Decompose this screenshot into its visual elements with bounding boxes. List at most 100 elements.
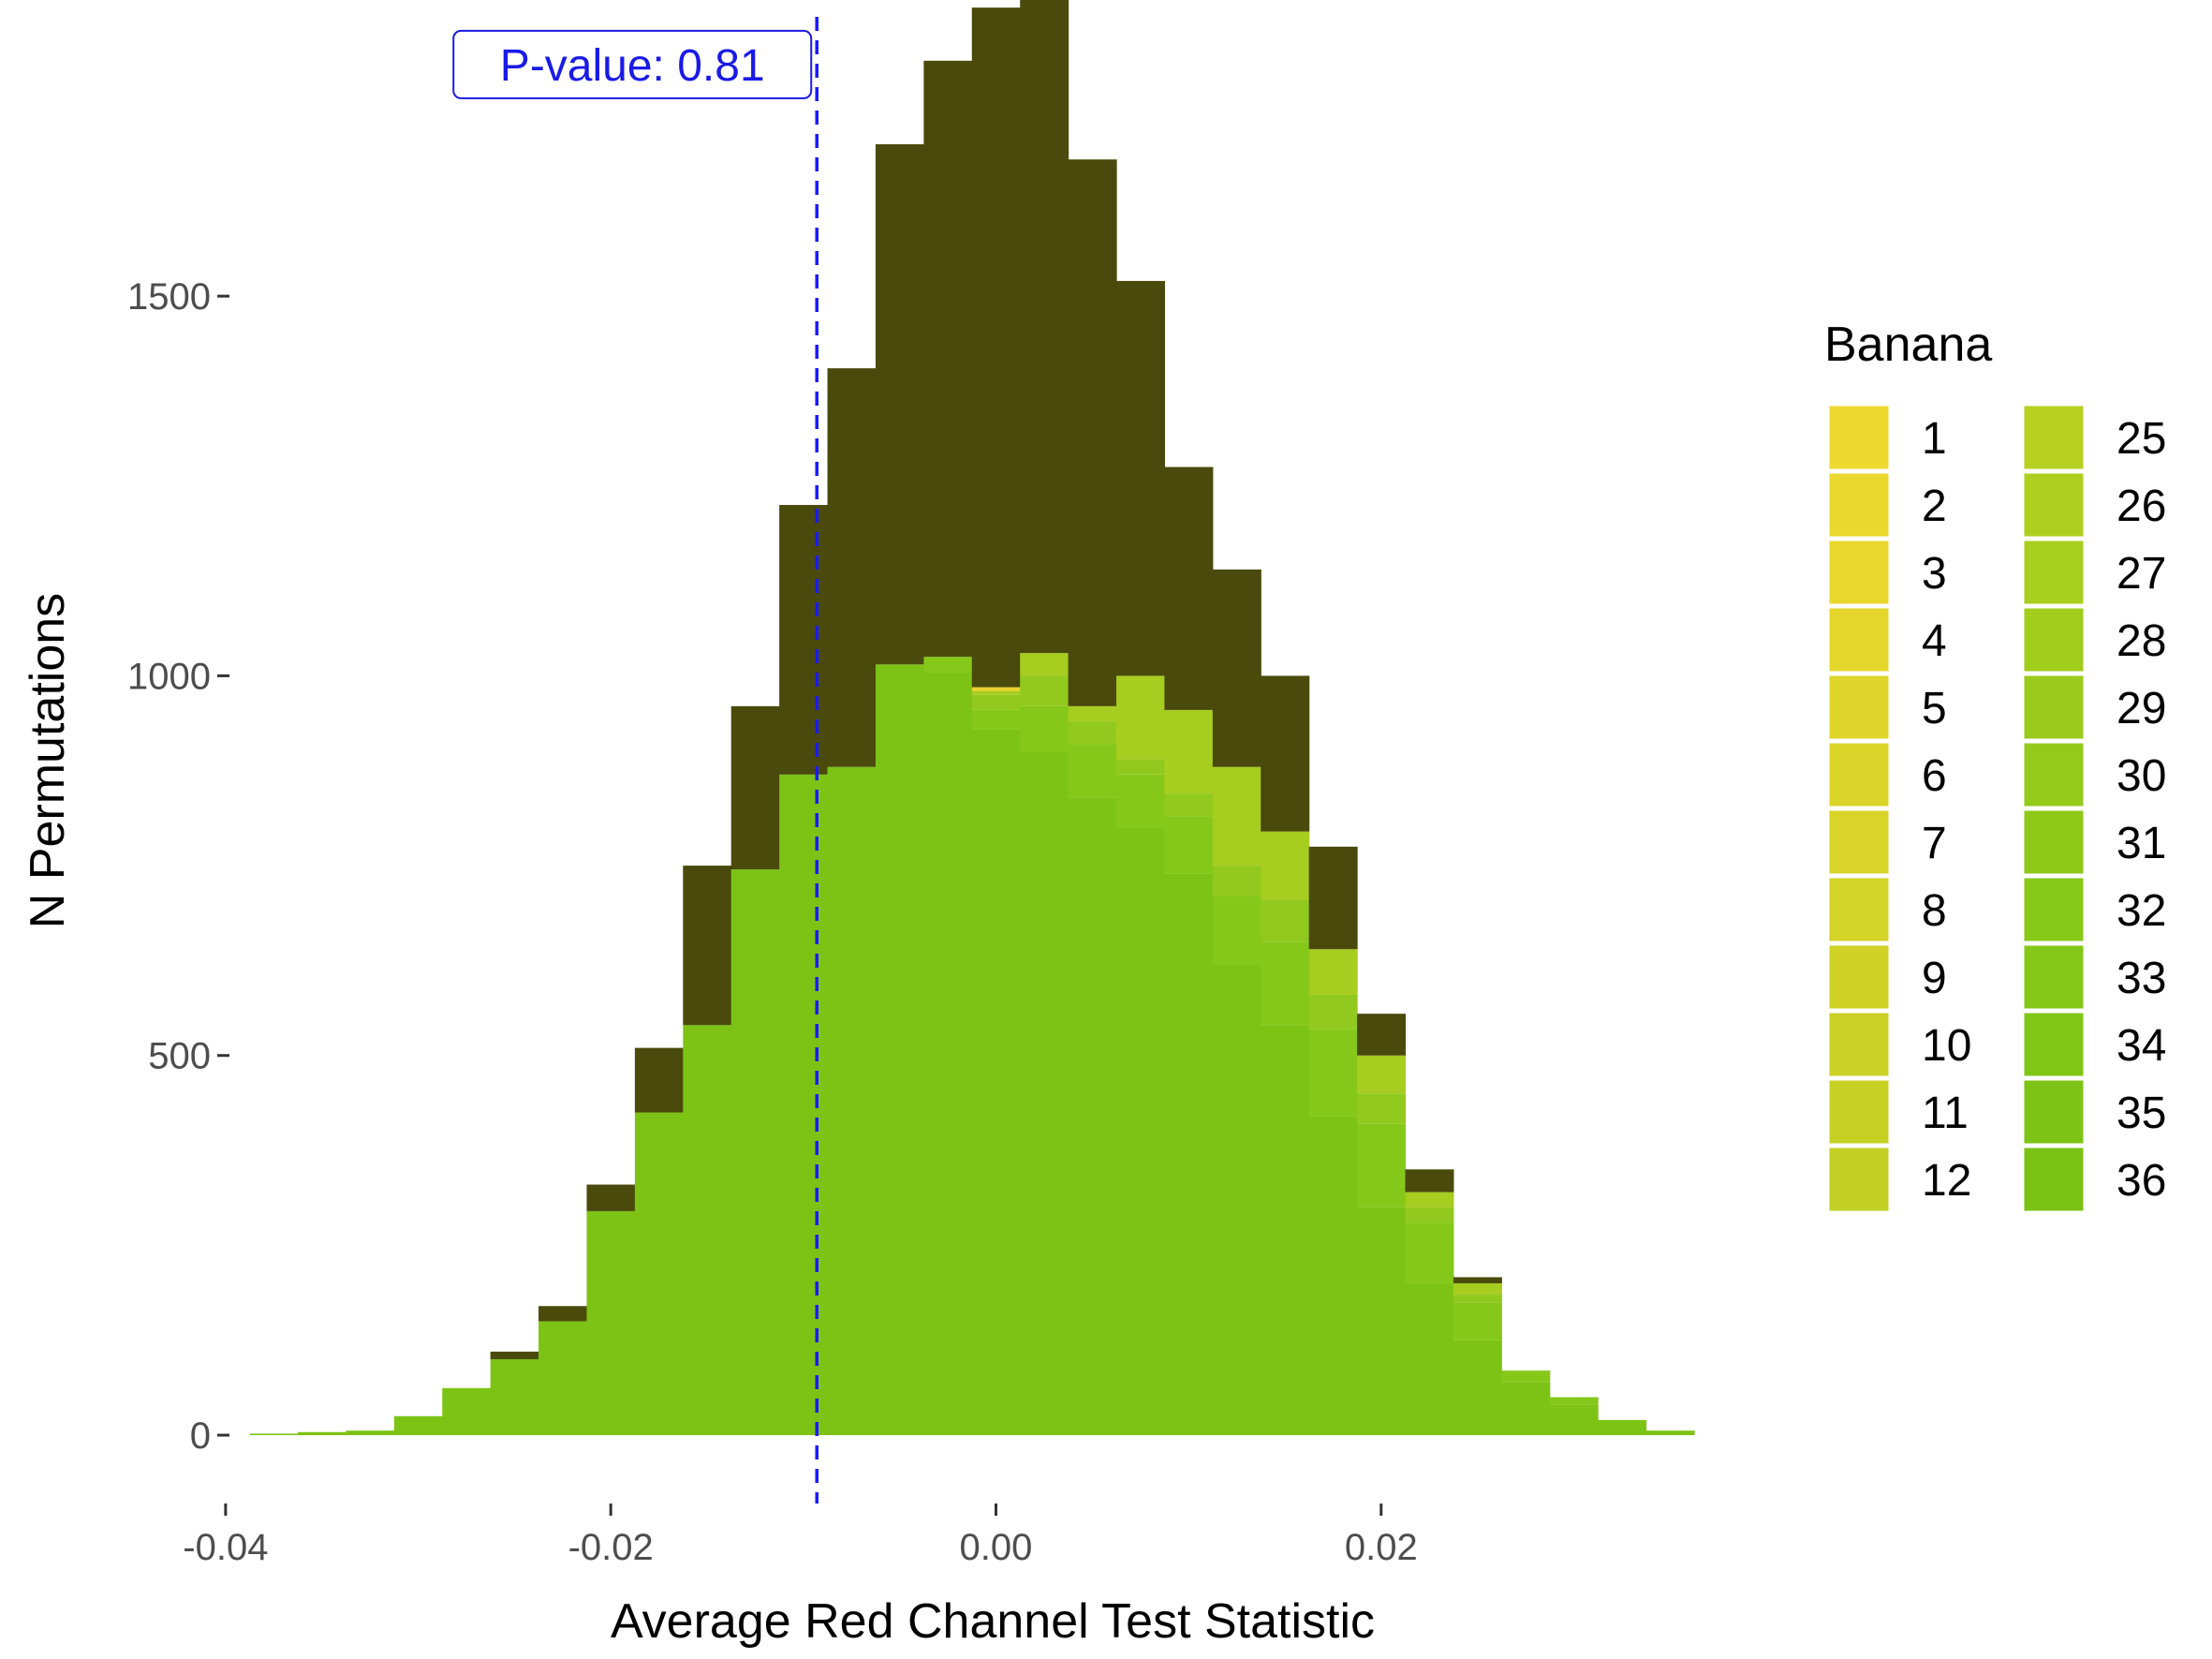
- histogram-bar-segment: [923, 657, 973, 673]
- histogram-bar-segment: [1405, 1282, 1454, 1436]
- histogram-bar-segment: [1405, 1207, 1454, 1223]
- pvalue-annotation: P-value: 0.81: [452, 29, 813, 99]
- histogram-bar-segment: [1068, 705, 1117, 722]
- legend-label: 29: [2116, 684, 2166, 733]
- histogram-bar-segment: [779, 505, 829, 775]
- x-axis-tick-label: -0.04: [183, 1527, 268, 1568]
- histogram-bar-segment: [730, 705, 780, 870]
- legend-key: [2021, 470, 2087, 540]
- legend-key: [2021, 673, 2087, 742]
- legend-label: 4: [1922, 616, 1947, 666]
- histogram-bar-segment: [490, 1358, 539, 1436]
- histogram-bars: [249, 0, 1695, 1436]
- legend-key: [2021, 740, 2087, 809]
- histogram-bar-segment: [971, 7, 1021, 688]
- legend-label: 11: [1922, 1089, 1969, 1138]
- legend-key: [1826, 538, 1892, 607]
- histogram-bar-segment: [1116, 774, 1166, 828]
- y-axis-tick-label: 0: [190, 1415, 211, 1457]
- legend-label: 1: [1922, 414, 1947, 464]
- histogram-bar-segment: [1068, 744, 1117, 798]
- x-axis-title: Average Red Channel Test Statistic: [611, 1594, 1375, 1649]
- histogram-bar-segment: [249, 1433, 299, 1436]
- histogram-bar-segment: [1645, 1430, 1695, 1436]
- histogram-bar-segment: [1164, 873, 1214, 1436]
- legend-key: [1826, 1010, 1892, 1079]
- histogram-bar-segment: [1549, 1397, 1599, 1405]
- histogram-bar-segment: [1453, 1295, 1502, 1303]
- y-axis-tick-label: 1000: [127, 656, 211, 697]
- histogram-bar-segment: [1116, 759, 1166, 775]
- histogram-bar-segment: [1164, 816, 1214, 874]
- legend-key: [2021, 875, 2087, 944]
- legend-key: [1826, 605, 1892, 674]
- histogram-bar-segment: [1020, 675, 1069, 706]
- legend-label: 30: [2116, 751, 2166, 801]
- legend-key: [2021, 1145, 2087, 1214]
- histogram-bar-segment: [586, 1210, 636, 1436]
- legend-label: 12: [1922, 1156, 1971, 1206]
- legend-label: 33: [2116, 954, 2166, 1003]
- histogram-bar-segment: [1020, 653, 1069, 676]
- histogram-bar-segment: [1068, 159, 1117, 706]
- histogram-bar-segment: [1308, 994, 1358, 1029]
- histogram-bar-segment: [1068, 797, 1117, 1436]
- histogram-bar-segment: [971, 687, 1021, 691]
- legend-key: [1826, 875, 1892, 944]
- histogram-bar-segment: [1308, 1116, 1358, 1436]
- histogram-bar-segment: [1357, 1123, 1407, 1207]
- y-axis-tick-label: 500: [148, 1036, 211, 1077]
- histogram-bar-segment: [1357, 1093, 1407, 1124]
- histogram-bar-segment: [1308, 949, 1358, 995]
- histogram-bar-segment: [634, 1047, 684, 1113]
- histogram-bar-segment: [1357, 1055, 1407, 1094]
- histogram-bar-segment: [1453, 1282, 1502, 1296]
- histogram-bar-segment: [1261, 675, 1310, 832]
- histogram-bar-segment: [923, 672, 973, 1436]
- histogram-bar-segment: [1261, 831, 1310, 900]
- legend-label: 7: [1922, 819, 1947, 868]
- axes: -0.04 -0.02 0.00 0.02 0 500 1000 1500: [127, 276, 1418, 1568]
- histogram-bar-segment: [298, 1431, 347, 1436]
- histogram-bar-segment: [971, 709, 1021, 730]
- histogram-bar-segment: [538, 1306, 588, 1322]
- histogram-bar-segment: [1212, 866, 1261, 896]
- legend-label: 27: [2116, 549, 2166, 599]
- histogram-bar-segment: [683, 1025, 732, 1436]
- legend-label: 36: [2116, 1156, 2166, 1206]
- legend-label: 32: [2116, 886, 2166, 936]
- histogram-bar-segment: [1116, 675, 1166, 760]
- histogram-bar-segment: [1164, 467, 1214, 710]
- legend-key: [1826, 1077, 1892, 1147]
- legend-label: 31: [2116, 819, 2166, 868]
- legend-key: [2021, 403, 2087, 472]
- histogram-bar-segment: [1501, 1370, 1551, 1383]
- histogram-bar-segment: [1357, 1207, 1407, 1436]
- x-axis-tick-label: 0.00: [960, 1527, 1033, 1568]
- histogram-bar-segment: [1116, 827, 1166, 1436]
- histogram-bar-segment: [827, 368, 877, 767]
- histogram-bar-segment: [1261, 1025, 1310, 1436]
- histogram-bar-segment: [1453, 1340, 1502, 1436]
- histogram-bar-segment: [1453, 1302, 1502, 1341]
- histogram-bar-segment: [1308, 846, 1358, 950]
- histogram-bar-segment: [1549, 1404, 1599, 1436]
- x-axis-tick-label: -0.02: [568, 1527, 654, 1568]
- histogram-bar-segment: [1261, 941, 1310, 1026]
- histogram-bar-segment: [634, 1112, 684, 1436]
- histogram-bar-segment: [1212, 766, 1261, 867]
- histogram-bar-segment: [1212, 896, 1261, 965]
- legend-label: 10: [1922, 1021, 1971, 1071]
- histogram-bar-segment: [1501, 1382, 1551, 1436]
- histogram-bar-segment: [971, 694, 1021, 710]
- histogram-bar-segment: [683, 866, 732, 1026]
- histogram-bar-segment: [1598, 1419, 1647, 1436]
- legend-key: [1826, 470, 1892, 540]
- x-axis-tick-label: 0.02: [1345, 1527, 1418, 1568]
- histogram-bar-segment: [442, 1387, 492, 1436]
- legend-key: [2021, 538, 2087, 607]
- legend-label: 26: [2116, 481, 2166, 531]
- legend-key: [1826, 1145, 1892, 1214]
- legend-key: [2021, 1077, 2087, 1147]
